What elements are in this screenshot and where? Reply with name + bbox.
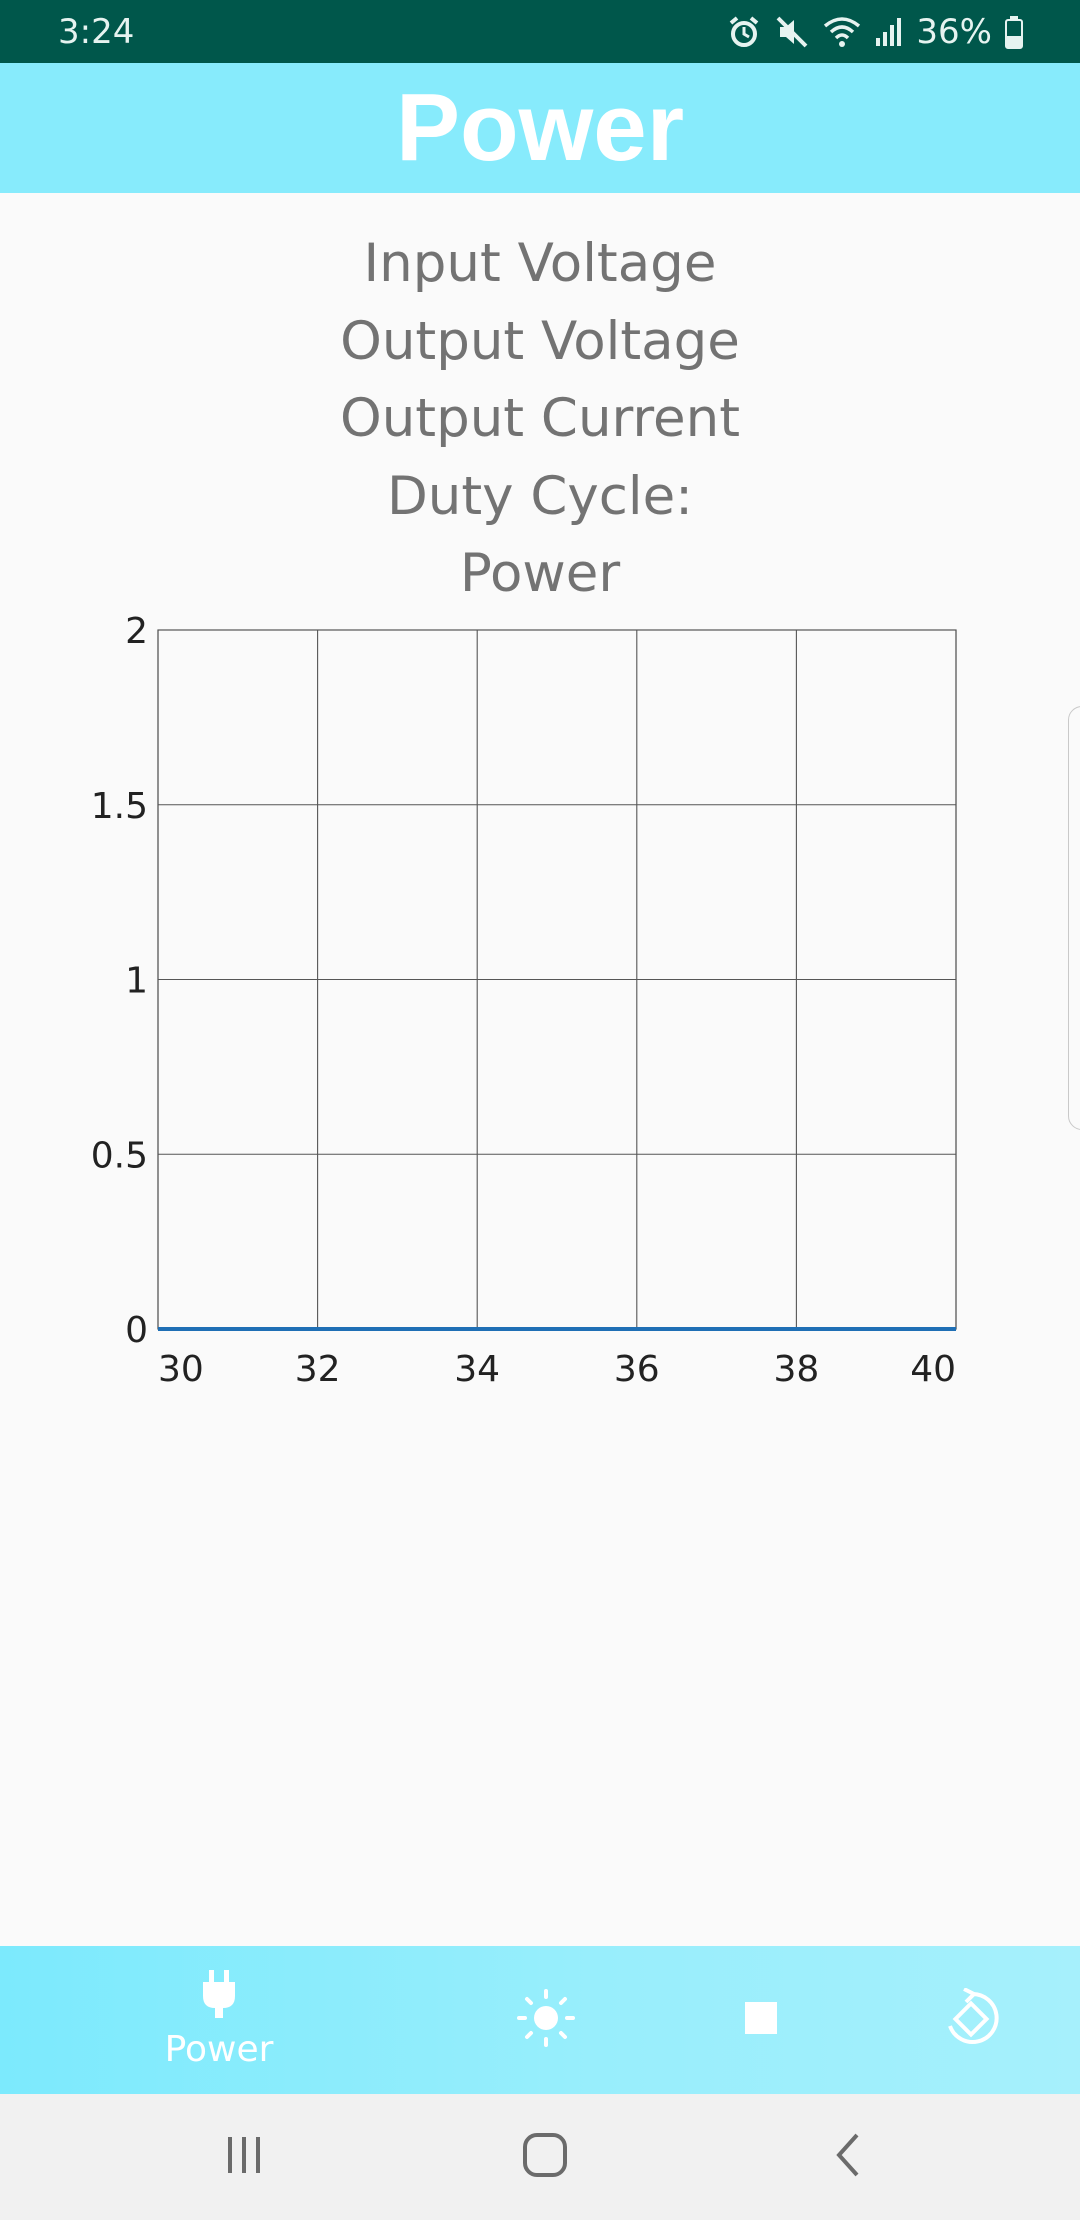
power-label: Power — [459, 543, 621, 604]
alarm-icon — [726, 14, 762, 50]
input-voltage-label: Input Voltage — [363, 233, 717, 294]
status-bar: 3:24 36% — [0, 0, 1080, 63]
y-tick-label: 0 — [125, 1310, 148, 1351]
output-voltage-label: Output Voltage — [340, 310, 740, 372]
nav-item-rotate[interactable] — [872, 1946, 1072, 2094]
x-tick-label: 30 — [158, 1349, 204, 1390]
signal-icon — [874, 14, 904, 50]
battery-icon — [1004, 14, 1024, 50]
page-title: Power — [395, 74, 685, 181]
y-tick-label: 1 — [125, 961, 148, 1002]
plug-icon — [201, 1970, 237, 2025]
battery-text: 36% — [916, 11, 992, 52]
readouts: Input Voltage Output Voltage Output Curr… — [0, 225, 1080, 613]
power-chart: 30 32 34 36 38 40 0 0.5 1 1.5 2 — [91, 611, 957, 1390]
sun-icon — [516, 1988, 576, 2053]
x-tick-label: 32 — [295, 1349, 341, 1390]
wifi-icon — [822, 14, 862, 50]
x-tick-label: 38 — [773, 1349, 819, 1390]
home-icon — [521, 2131, 569, 2184]
stop-icon — [744, 2001, 778, 2040]
y-tick-label: 1.5 — [91, 786, 148, 827]
duty-cycle-label: Duty Cycle: — [386, 465, 694, 527]
x-tick-label: 36 — [614, 1349, 660, 1390]
output-current-label: Output Current — [339, 388, 740, 449]
app-bar: Power — [0, 63, 1080, 193]
status-icons: 36% — [726, 12, 1024, 52]
nav-label-power: Power — [164, 2029, 274, 2070]
nav-item-stop[interactable] — [661, 1946, 861, 2094]
y-tick-label: 0.5 — [91, 1135, 148, 1176]
back-button[interactable] — [779, 2094, 919, 2220]
bottom-nav: Power — [0, 1946, 1080, 2094]
recent-apps-button[interactable] — [174, 2094, 314, 2220]
mute-icon — [774, 14, 810, 50]
x-tick-label: 40 — [910, 1349, 956, 1390]
home-button[interactable] — [475, 2094, 615, 2220]
system-nav — [0, 2094, 1080, 2220]
rotate-icon — [942, 1986, 1002, 2053]
status-time: 3:24 — [58, 11, 135, 52]
y-tick-label: 2 — [125, 611, 148, 652]
nav-item-power[interactable]: Power — [119, 1946, 319, 2094]
edge-panel-handle[interactable] — [1068, 706, 1080, 1130]
x-tick-label: 34 — [454, 1349, 500, 1390]
recent-apps-icon — [222, 2133, 266, 2182]
nav-item-light[interactable] — [446, 1946, 646, 2094]
back-icon — [829, 2131, 869, 2184]
